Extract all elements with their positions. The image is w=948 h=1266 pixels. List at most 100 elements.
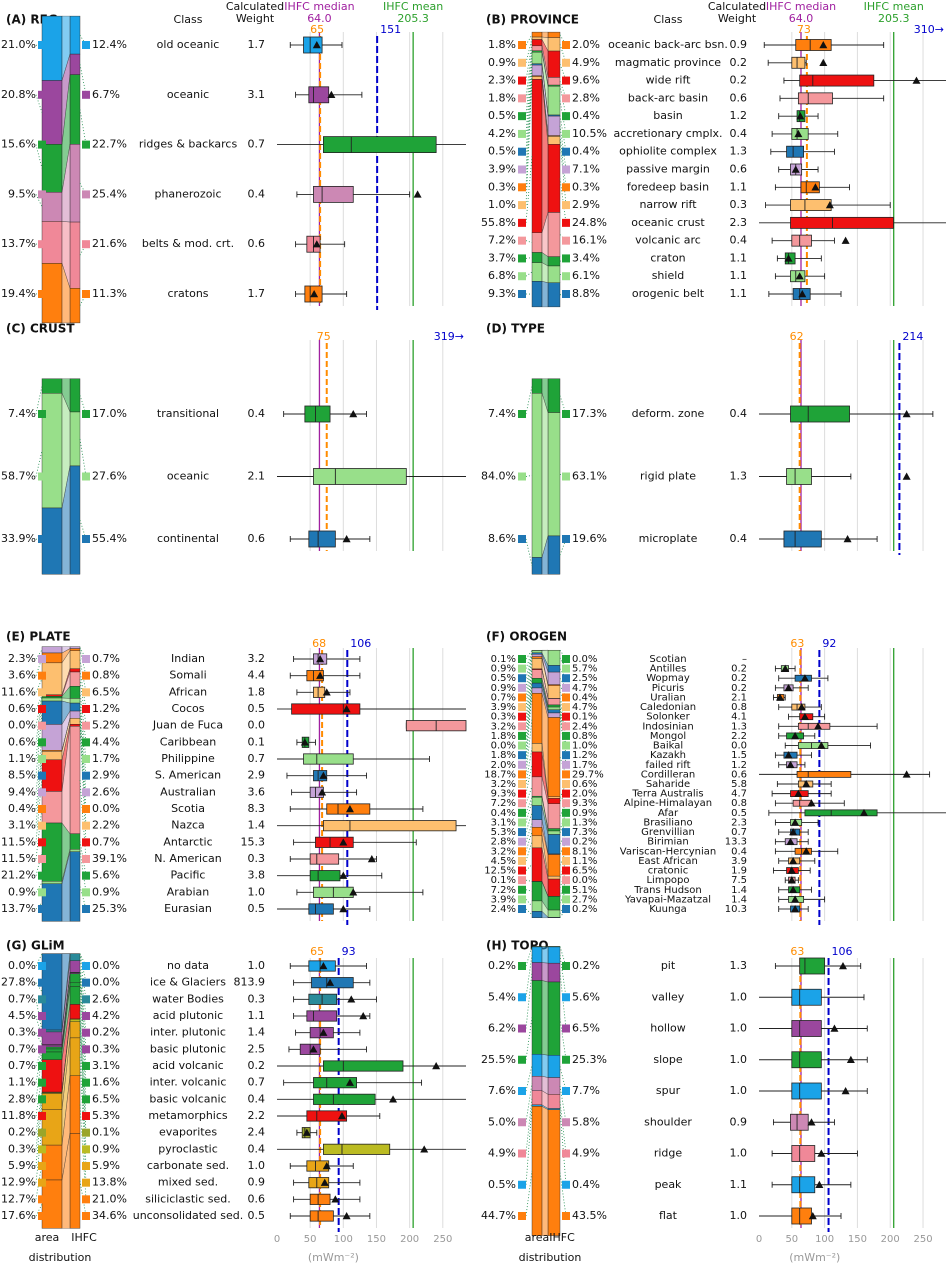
class-label: Philippine [161,752,215,765]
area-percent: 0.7% [8,992,36,1005]
weight-value: 1.4 [248,819,266,832]
ihfc-leader [559,715,567,765]
ihfc-swatch [82,978,90,987]
area-distribution-segment [531,1076,543,1091]
x-tick-label: 150 [848,1234,867,1245]
ihfc-percent: 0.4% [572,1178,600,1191]
area-percent: 9.4% [8,785,36,798]
area-leader [35,1093,43,1150]
ihfc-distribution-segment [547,962,561,983]
box-iqr [323,1060,404,1072]
ihfc-leader [559,125,567,170]
area-leader [525,718,533,775]
x-tick-label: 100 [815,1234,834,1245]
ihfc-swatch [562,847,570,856]
ihfc-swatch [562,962,570,970]
ihfc-swatch [82,995,90,1004]
ihfc-percent: 4.4% [92,735,120,748]
ihfc-swatch [562,993,570,1002]
ihfc-distribution-segment [547,854,561,877]
class-label: continental [157,532,219,545]
area-leader [35,696,43,726]
ihfc-leader [559,1018,567,1060]
area-percent: 7.6% [488,1084,516,1097]
area-percent: 1.8% [491,731,516,742]
mean-marker [791,905,800,913]
ihfc-swatch [562,885,570,894]
distribution-connector [541,962,549,983]
ihfc-swatch [562,731,570,740]
area-distribution-segment [531,819,543,828]
box-iqr [304,405,331,423]
weight-value: 0.6 [248,532,266,545]
area-swatch [518,1024,526,1033]
mean-marker [302,1128,311,1136]
ihfc-percent: 10.5% [572,127,607,140]
area-swatch [38,1128,46,1137]
mean-marker [902,410,911,418]
area-percent: 19.4% [1,287,36,300]
ihfc-percent: 5.1% [572,885,597,896]
weight-value: 3.9 [731,856,747,867]
ihfc-swatch [82,738,90,747]
ihfc-distribution-segment [69,15,81,55]
area-percent: 3.9% [491,894,516,905]
area-percent: 1.1% [8,752,36,765]
x-tick-label: 50 [304,1234,317,1245]
area-percent: 11.5% [1,852,36,865]
ihfc-swatch [562,770,570,779]
ihfc-distribution-segment [547,717,561,798]
box-iqr [303,753,354,765]
box-iqr [790,1113,809,1131]
box-iqr [791,988,822,1006]
area-percent: 0.4% [491,808,516,819]
class-label: deform. zone [632,407,705,420]
ihfc-swatch [82,1195,90,1204]
ihfc-distribution-segment [547,37,561,52]
area-percent: 8.5% [8,769,36,782]
distribution-connector [541,31,549,38]
weight-value: 1.1 [730,269,748,282]
area-percent: 13.7% [1,902,36,915]
weight-value: 0.6 [248,237,266,250]
ihfc-swatch [562,218,570,227]
weight-value: 1.5 [731,750,747,761]
box-iqr [791,1082,822,1100]
area-percent: 0.7% [8,1042,36,1055]
box-iqr [323,1143,391,1155]
area-distribution-segment [531,847,543,882]
x-tick-label: 50 [785,1234,798,1245]
ihfc-distribution-segment [547,1109,561,1236]
ihfc-distribution-segment [547,649,561,666]
area-leader [525,747,533,785]
ihfc-percent: 17.0% [92,407,127,420]
column-header-weight: Weight [236,12,275,25]
mean-marker [802,780,811,788]
ihfc-swatch [82,1128,90,1137]
area-distribution-segment [531,658,543,670]
box-iqr [308,1177,330,1189]
ihfc-distribution-segment [69,671,81,687]
weight-value: 1.1 [730,287,748,300]
ihfc-distribution-segment [69,986,81,1005]
weight-value: 0.6 [248,1192,266,1205]
area-percent: 1.8% [488,91,516,104]
ihfc-leader [559,705,567,737]
weight-value: 0.5 [248,902,266,915]
area-swatch [518,828,526,837]
area-swatch [518,770,526,779]
area-percent: 11.6% [1,685,36,698]
ihfc-distribution-segment [69,686,81,699]
area-swatch [38,290,46,298]
mean-marker [817,1149,826,1157]
ihfc-percent: 8.8% [572,287,600,300]
area-distribution-segment [531,678,543,684]
mean-marker [787,876,796,884]
ihfc-percent: 21.6% [92,237,127,250]
distribution-connector [541,535,549,575]
ihfc-swatch [82,1212,90,1220]
ihfc-swatch [82,1145,90,1154]
area-leader [525,655,533,688]
box-iqr [308,530,336,548]
